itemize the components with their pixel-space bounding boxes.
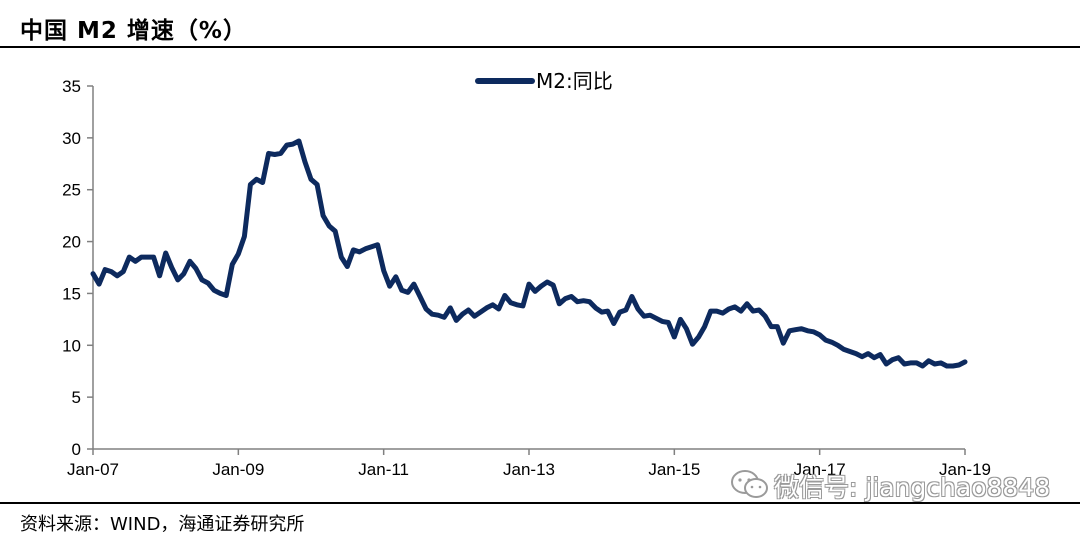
footer-divider [0,502,1080,504]
x-tick-label: Jan-11 [358,460,409,479]
y-tick-label: 35 [62,77,81,96]
wechat-icon [731,470,768,498]
x-tick-label: Jan-09 [212,460,264,479]
y-tick-label: 10 [62,336,81,355]
title-divider [0,46,1080,48]
chart-axes [92,86,965,450]
page-title: 中国 M2 增速（%） [20,18,247,44]
y-tick-label: 15 [62,284,81,303]
legend-label: M2:同比 [536,69,613,93]
x-tick-label: Jan-17 [794,460,846,479]
x-axis-ticks: Jan-07 Jan-09 Jan-11 Jan-13 Jan-15 Jan-17 Jan-… [67,449,991,479]
x-tick-label: Jan-07 [67,460,119,479]
source-note: 资料来源：WIND，海通证券研究所 [20,514,305,535]
x-tick-label: Jan-19 [939,460,991,479]
y-axis-ticks: 0 5 10 15 20 25 30 35 [62,77,93,459]
y-tick-label: 30 [62,129,81,148]
y-tick-label: 0 [72,440,81,459]
y-tick-label: 25 [62,181,81,200]
wechat-watermark: 微信号: jiangchao8848 [730,466,1060,506]
series-line-m2 [90,138,968,369]
x-tick-label: Jan-13 [503,460,555,479]
series-layer [90,138,968,369]
title-bar: 中国 M2 增速（%） [0,0,1080,48]
watermark-text: 微信号: jiangchao8848 [774,473,1051,502]
x-tick-label: Jan-15 [648,460,700,479]
y-tick-label: 20 [62,233,81,252]
y-tick-label: 5 [72,388,81,407]
chart-legend: M2:同比 [475,69,613,93]
